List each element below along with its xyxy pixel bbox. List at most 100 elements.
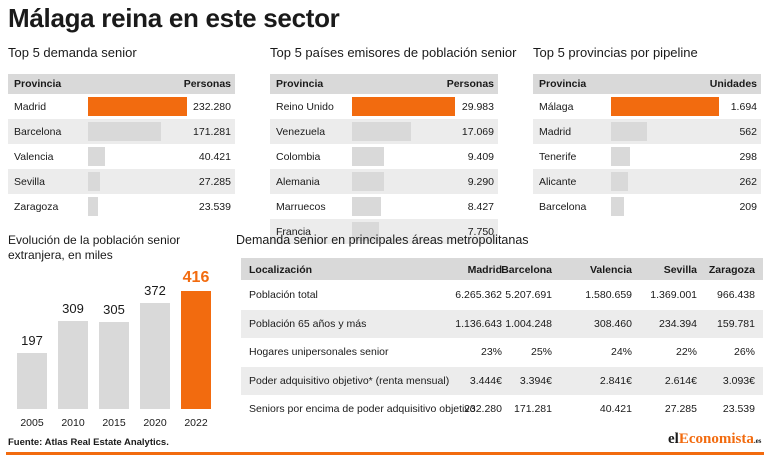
- row-label: Hogares unipersonales senior: [249, 346, 389, 358]
- table-row: Marruecos 8.427: [270, 194, 498, 219]
- column-header: Sevilla: [663, 264, 697, 276]
- row-value: 9.290: [467, 176, 494, 188]
- metro-table-header: Localización Madrid Barcelona Valencia Sevil…: [241, 258, 763, 280]
- table-cell: 1.369.001: [650, 289, 697, 301]
- value-bar: [88, 122, 161, 141]
- column-category-label: 2010: [61, 417, 85, 429]
- metro-table-row: Población 65 años y más 1.136.643 1.004.24…: [241, 309, 763, 338]
- page-title: Málaga reina en este sector: [8, 3, 340, 33]
- column-bar: [99, 322, 129, 409]
- row-label: Población total: [249, 289, 318, 301]
- table-cell: 27.285: [664, 403, 697, 415]
- table-row: Alicante 262: [533, 169, 761, 194]
- table-row: Barcelona 209: [533, 194, 761, 219]
- value-bar: [88, 172, 100, 191]
- row-label: Barcelona: [14, 126, 62, 138]
- row-value: 209: [739, 201, 757, 213]
- metro-table-row: Hogares unipersonales senior 23% 25% 24% 22%…: [241, 338, 763, 366]
- table-row: Reino Unido 29.983: [270, 94, 498, 119]
- header-value: Personas: [183, 78, 231, 90]
- value-bar: [88, 147, 106, 166]
- column-header: Zaragoza: [708, 264, 755, 276]
- table-cell: 6.265.362: [455, 289, 502, 301]
- row-value: 27.285: [198, 176, 231, 188]
- panel-title: Top 5 demanda senior: [8, 45, 137, 60]
- row-label: Alemania: [276, 176, 320, 188]
- row-value: 7.750: [467, 226, 494, 238]
- table-cell: 40.421: [599, 403, 632, 415]
- row-label: Málaga: [539, 101, 574, 113]
- table-cell: 1.136.643: [455, 317, 502, 330]
- column-value-label: 305: [103, 302, 125, 318]
- table-cell: 22%: [675, 346, 697, 358]
- row-value: 298: [739, 151, 757, 163]
- bottom-rule: [6, 452, 764, 455]
- column-value-label: 372: [144, 283, 166, 299]
- table-cell: 23.539: [722, 403, 755, 415]
- metro-table-row: Poder adquisitivo objetivo* (renta mensu…: [241, 366, 763, 395]
- table-row: Málaga 1.694: [533, 94, 761, 119]
- row-label: Zaragoza: [14, 201, 59, 213]
- table-cell: 26%: [733, 346, 755, 358]
- row-label: Colombia: [276, 151, 321, 163]
- table-row: Alemania 9.290: [270, 169, 498, 194]
- metro-table-row: Población total 6.265.362 5.207.691 1.580.6…: [241, 281, 763, 309]
- table-cell: 2.614€: [664, 374, 697, 387]
- table-header: Provincia Personas: [270, 74, 498, 94]
- row-label: Alicante: [539, 176, 577, 188]
- metro-table-row: Seniors por encima de poder adquisitivo …: [241, 395, 763, 423]
- column-bar: [58, 321, 88, 409]
- row-value: 9.409: [467, 151, 494, 163]
- value-bar: [352, 122, 411, 141]
- table-row: Venezuela 17.069: [270, 119, 498, 144]
- table-row: Valencia 40.421: [8, 144, 235, 169]
- header-label: Provincia: [14, 78, 62, 90]
- column-category-label: 2020: [143, 417, 167, 429]
- value-bar: [611, 97, 719, 116]
- row-label: Madrid: [539, 126, 572, 138]
- table-cell: 3.093€: [722, 374, 755, 387]
- row-value: 171.281: [193, 126, 231, 138]
- table-cell: 966.438: [717, 289, 755, 301]
- row-value: 562: [739, 126, 757, 138]
- table-cell: 2.841€: [599, 374, 632, 387]
- panel-title: Top 5 provincias por pipeline: [533, 45, 698, 60]
- row-label: Marruecos: [276, 201, 326, 213]
- table-header: Provincia Unidades: [533, 74, 761, 94]
- table-row: Colombia 9.409: [270, 144, 498, 169]
- column-bar: [181, 291, 211, 409]
- column-category-label: 2015: [102, 417, 126, 429]
- row-value: 17.069: [461, 126, 494, 138]
- header-label: Provincia: [539, 78, 587, 90]
- table-row: Francia 7.750: [270, 219, 498, 244]
- table-row: Sevilla 27.285: [8, 169, 235, 194]
- header-label: Provincia: [276, 78, 324, 90]
- row-label: Reino Unido: [276, 101, 334, 113]
- table-cell: 234.394: [659, 317, 697, 330]
- table-cell: 3.444€: [469, 374, 502, 387]
- table-row: Zaragoza 23.539: [8, 194, 235, 219]
- value-bar: [611, 197, 625, 216]
- value-bar: [352, 147, 385, 166]
- table-cell: 1.004.248: [505, 317, 552, 330]
- table-row: Madrid 232.280: [8, 94, 235, 119]
- column-category-label: 2005: [20, 417, 44, 429]
- row-label: Seniors por encima de poder adquisitivo …: [249, 403, 476, 415]
- value-bar: [88, 197, 99, 216]
- row-value: 1.694: [730, 101, 757, 113]
- row-label: Población 65 años y más: [249, 317, 367, 330]
- value-bar: [352, 222, 379, 241]
- table-cell: 308.460: [594, 317, 632, 330]
- table-cell: 5.207.691: [505, 289, 552, 301]
- metro-table-title: Demanda senior en principales áreas metr…: [236, 233, 529, 247]
- table-cell: 171.281: [514, 403, 552, 415]
- brand-logo: elEconomista.es: [668, 431, 762, 447]
- table-header: Provincia Personas: [8, 74, 235, 94]
- panel-title: Top 5 países emisores de población senio…: [270, 45, 517, 60]
- column-chart-title: Evolución de la población senior extranj…: [8, 233, 181, 262]
- row-label: Sevilla: [14, 176, 45, 188]
- table-cell: 25%: [530, 346, 552, 358]
- row-label: Madrid: [14, 101, 47, 113]
- column-bar: [140, 303, 170, 409]
- source-note: Fuente: Atlas Real Estate Analytics.: [8, 437, 169, 448]
